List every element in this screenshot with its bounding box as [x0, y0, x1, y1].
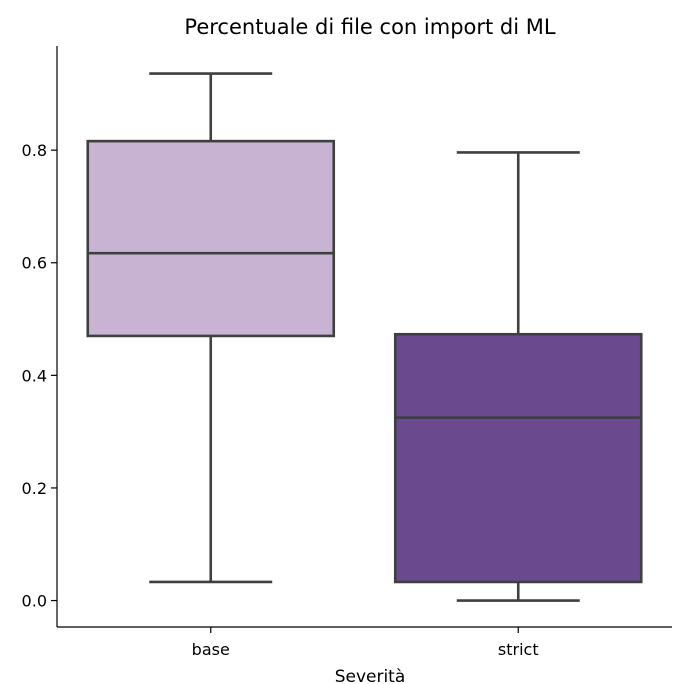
plot-area: 0.0 0.2 0.4 0.6 0.8 base strict	[22, 46, 672, 659]
y-tick-label: 0.4	[22, 366, 47, 385]
box-strict	[393, 332, 643, 584]
y-tick-label: 0.0	[22, 592, 47, 611]
y-tick-label: 0.6	[22, 254, 47, 273]
y-tick-label: 0.8	[22, 141, 47, 160]
box-base	[86, 139, 336, 338]
x-axis-label: Severità	[335, 667, 406, 684]
x-tick-label-base: base	[192, 640, 230, 659]
x-tick-label-strict: strict	[498, 640, 539, 659]
chart-title: Percentuale di file con import di ML	[184, 15, 555, 39]
y-tick-label: 0.2	[22, 479, 47, 498]
